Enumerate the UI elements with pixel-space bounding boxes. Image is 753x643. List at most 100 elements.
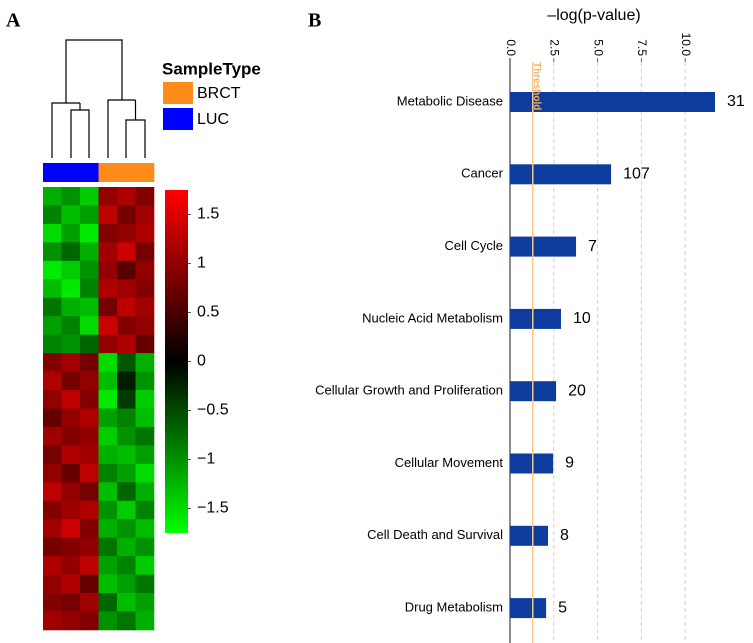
heatmap-cell xyxy=(98,482,118,502)
colorbar-tick-label: −1.5 xyxy=(197,500,229,517)
heatmap-cell xyxy=(135,426,155,446)
heatmap-cell xyxy=(98,334,118,354)
heatmap-cell xyxy=(117,316,136,335)
heatmap-cell xyxy=(117,205,136,225)
heatmap-cell xyxy=(98,445,118,465)
heatmap-cell xyxy=(117,353,136,372)
heatmap-cell xyxy=(117,556,136,575)
heatmap-cell xyxy=(117,297,136,317)
heatmap-cell xyxy=(43,593,62,612)
heatmap-cell xyxy=(117,260,136,280)
legend-swatch xyxy=(163,108,193,130)
heatmap-cell xyxy=(117,223,136,243)
category-label: Cellular Movement xyxy=(395,455,504,470)
x-axis-title: –log(p-value) xyxy=(547,7,640,24)
x-tick-label: 10.0 xyxy=(679,33,693,57)
heatmap-cell xyxy=(80,316,99,335)
heatmap-cell xyxy=(61,482,81,502)
count-label: 10 xyxy=(573,310,591,327)
heatmap-cell xyxy=(135,463,155,483)
heatmap-cell xyxy=(43,316,62,335)
colorbar-tick-label: 0 xyxy=(197,353,206,370)
heatmap-cell xyxy=(61,611,81,631)
threshold-label: Threshold xyxy=(531,62,542,110)
heatmap-cell xyxy=(135,187,155,206)
heatmap-cell xyxy=(43,426,62,446)
category-label: Drug Metabolism xyxy=(405,600,503,615)
count-label: 7 xyxy=(588,238,597,255)
heatmap-cell xyxy=(43,353,62,372)
heatmap-cell xyxy=(61,187,81,206)
heatmap-cell xyxy=(80,445,99,465)
category-label: Cell Death and Survival xyxy=(367,527,503,542)
category-label: Metabolic Disease xyxy=(397,93,503,108)
legend-label: LUC xyxy=(197,111,229,128)
heatmap-cell xyxy=(80,242,99,262)
dendrogram-branches xyxy=(51,39,146,158)
heatmap-cell xyxy=(80,426,99,446)
heatmap-cell xyxy=(80,371,99,391)
colorbar-tick-label: 0.5 xyxy=(197,304,219,321)
heatmap-cell xyxy=(43,519,62,539)
colorbar xyxy=(165,190,188,533)
heatmap-cell xyxy=(43,205,62,225)
heatmap-cell xyxy=(135,593,155,612)
heatmap-cell xyxy=(98,611,118,631)
heatmap-cell xyxy=(61,316,81,335)
colorbar-tick-label: 1.5 xyxy=(197,206,219,223)
heatmap-cell xyxy=(43,482,62,502)
heatmap-cell xyxy=(98,297,118,317)
heatmap-cell xyxy=(135,223,155,243)
heatmap-cell xyxy=(98,279,118,299)
bar xyxy=(510,598,547,619)
heatmap-cell xyxy=(80,519,99,539)
x-tick-label: 0.0 xyxy=(504,39,518,56)
heatmap-cell xyxy=(135,574,155,594)
heatmap-cell xyxy=(98,371,118,391)
heatmap-cell xyxy=(135,334,155,354)
heatmap-cell xyxy=(98,242,118,262)
heatmap-cell xyxy=(43,611,62,631)
heatmap-cell xyxy=(43,334,62,354)
heatmap-cell xyxy=(61,463,81,483)
category-label: Nucleic Acid Metabolism xyxy=(362,310,503,325)
heatmap-cell xyxy=(43,537,62,557)
heatmap-cell xyxy=(117,390,136,409)
heatmap-cell xyxy=(117,574,136,594)
heatmap-cell xyxy=(43,390,62,409)
heatmap-cell xyxy=(135,519,155,539)
category-label: Cell Cycle xyxy=(444,238,503,253)
heatmap-cell xyxy=(98,519,118,539)
heatmap-cell xyxy=(61,279,81,299)
heatmap-cell xyxy=(43,297,62,317)
heatmap-cell xyxy=(98,556,118,575)
legend-label: BRCT xyxy=(197,85,241,102)
heatmap-cell xyxy=(43,574,62,594)
heatmap-cell xyxy=(117,593,136,612)
heatmap-cell xyxy=(135,611,155,631)
heatmap-cell xyxy=(135,537,155,557)
heatmap-cell xyxy=(80,334,99,354)
count-label: 107 xyxy=(623,166,650,183)
bar xyxy=(510,236,577,257)
heatmap-cell xyxy=(61,390,81,409)
heatmap-cell xyxy=(80,556,99,575)
heatmap-cell xyxy=(61,574,81,594)
heatmap-cell xyxy=(117,445,136,465)
heatmap-cell xyxy=(80,574,99,594)
heatmap-cell xyxy=(117,482,136,502)
heatmap-cell xyxy=(117,371,136,391)
category-label: Cancer xyxy=(461,166,504,181)
colorbar-tick-label: −0.5 xyxy=(197,402,229,419)
heatmap-cell xyxy=(43,242,62,262)
heatmap-cell xyxy=(80,611,99,631)
heatmap-cell xyxy=(98,408,118,428)
sample-type-bar xyxy=(98,163,118,182)
heatmap-cell xyxy=(98,187,118,206)
heatmap-cell xyxy=(135,279,155,299)
heatmap-cell xyxy=(135,260,155,280)
bar xyxy=(510,453,554,474)
heatmap-cell xyxy=(43,463,62,483)
colorbar-tick-label: 1 xyxy=(197,255,206,272)
heatmap-cell xyxy=(61,500,81,520)
